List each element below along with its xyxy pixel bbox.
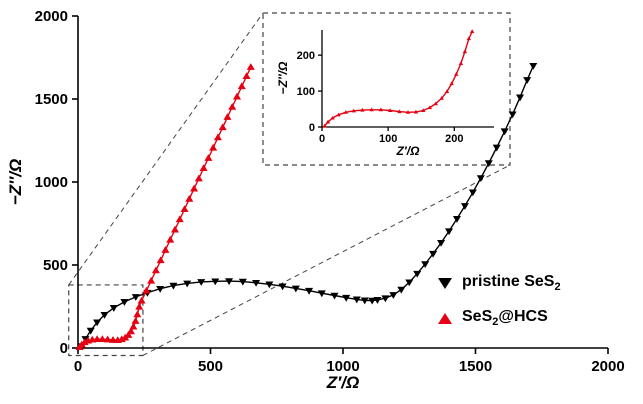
svg-text:1000: 1000: [35, 174, 68, 191]
svg-text:500: 500: [43, 257, 68, 274]
legend-item-pristine: pristine SeS2: [438, 266, 561, 301]
inset-x-axis-label: Z′/Ω: [396, 144, 420, 158]
svg-text:200: 200: [445, 133, 463, 145]
legend-item-hcs: SeS2@HCS: [438, 301, 561, 336]
svg-text:2000: 2000: [35, 8, 68, 25]
svg-text:200: 200: [297, 50, 315, 62]
svg-text:2000: 2000: [591, 358, 624, 375]
svg-text:1000: 1000: [326, 358, 359, 375]
y-axis-label: −Z″/Ω: [6, 158, 25, 206]
svg-text:100: 100: [297, 86, 315, 98]
legend: pristine SeS2 SeS2@HCS: [438, 266, 561, 336]
svg-text:1500: 1500: [459, 358, 492, 375]
triangle-up-icon: [438, 313, 452, 324]
svg-text:500: 500: [198, 358, 223, 375]
inset-y-axis-label: −Z″/Ω: [276, 61, 290, 95]
triangle-down-icon: [438, 278, 452, 289]
x-axis-label: Z′/Ω: [326, 373, 360, 392]
svg-text:1500: 1500: [35, 91, 68, 108]
svg-text:100: 100: [379, 133, 397, 145]
legend-label: pristine SeS2: [462, 273, 561, 294]
svg-text:0: 0: [60, 340, 68, 357]
svg-text:0: 0: [319, 133, 325, 145]
svg-text:0: 0: [309, 122, 315, 134]
legend-label: SeS2@HCS: [462, 308, 548, 329]
svg-text:0: 0: [74, 358, 82, 375]
